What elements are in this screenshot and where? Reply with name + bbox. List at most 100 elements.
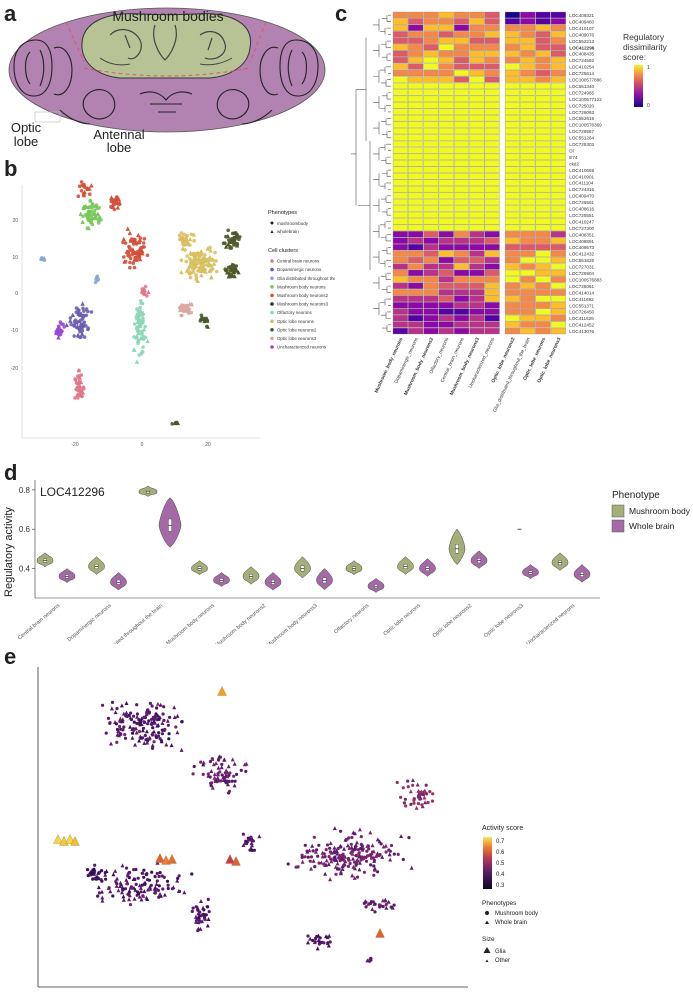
activity-point [155, 713, 160, 718]
activity-point [194, 905, 198, 909]
activity-point [399, 834, 404, 838]
activity-point [197, 918, 201, 922]
tsne-point [129, 248, 134, 252]
activity-point [92, 871, 97, 876]
heatmap-cell [535, 82, 551, 90]
tsne-point [188, 236, 193, 242]
tsne-point [232, 273, 237, 279]
activity-point [249, 841, 254, 845]
heatmap-cell [535, 295, 551, 302]
heatmap-cell [484, 173, 500, 180]
heatmap-cell [454, 237, 470, 244]
heatmap-cell [550, 160, 566, 167]
tsne-point [77, 384, 83, 389]
heatmap-cell [438, 224, 454, 231]
tsne-point [180, 303, 186, 308]
activity-point [319, 860, 324, 865]
heatmap-cell [550, 308, 566, 315]
heatmap-cell [438, 250, 454, 257]
activity-point [169, 743, 174, 748]
activity-point [135, 714, 140, 719]
heatmap-cell [438, 211, 454, 219]
heatmap-cell [408, 269, 424, 277]
size-legend-title: Size [482, 936, 495, 943]
heatmap-cell [408, 179, 424, 186]
heatmap-cell [520, 127, 536, 135]
activity-point [166, 886, 170, 891]
legend-cluster-label: Mushroom body neurons3 [277, 302, 329, 307]
panel-letter-e: e [4, 644, 17, 669]
tsne-point [192, 266, 197, 271]
activity-point [176, 889, 181, 893]
activity-point [369, 863, 373, 867]
heatmap-cell [550, 69, 566, 77]
heatmap-cell [408, 198, 424, 206]
activity-point [384, 905, 389, 910]
activity-point [424, 783, 428, 787]
heatmap-cell [520, 315, 536, 322]
heatmap-cell [520, 63, 536, 70]
activity-point [355, 875, 360, 879]
activity-point [198, 910, 202, 914]
heatmap-cell [423, 289, 439, 296]
activity-point [91, 877, 95, 881]
heatmap-cell [550, 134, 566, 141]
tsne-point [238, 235, 242, 239]
activity-point [359, 858, 363, 862]
heatmap-cell [484, 327, 500, 335]
heatmap-cell [454, 50, 470, 57]
activity-point [210, 785, 215, 790]
heatmap-cell [520, 69, 536, 77]
heatmap-cell [504, 308, 520, 315]
heatmap-cell [438, 218, 454, 225]
activity-point [196, 915, 201, 919]
heatmap-cell [550, 250, 566, 257]
x-category-label: Mushroom body neurons2 [214, 603, 267, 644]
legend-cluster-label: Mushroom body neurons [277, 284, 326, 289]
tsne-point [141, 245, 145, 249]
heatmap-cell [484, 289, 500, 296]
heatmap-cell [438, 263, 454, 270]
heatmap-cell [408, 82, 424, 90]
y-tick-label: 0.4 [19, 565, 31, 574]
activity-point [395, 780, 399, 785]
heatmap-cell [520, 198, 536, 206]
heatmap-cell [504, 289, 520, 296]
tsne-point [208, 248, 213, 253]
heatmap-cell [550, 56, 566, 64]
x-tick-label: 20 [205, 442, 211, 448]
heatmap-cell [469, 198, 485, 206]
tsne-point [77, 368, 81, 373]
tsne-point [76, 396, 80, 400]
gene-label: LOC725614 [569, 71, 594, 76]
activity-point [162, 892, 167, 897]
heatmap-cell [423, 31, 439, 38]
heatmap-cell [535, 121, 551, 128]
tsne-point [131, 242, 136, 246]
heatmap-cell [504, 192, 520, 199]
activity-point [141, 893, 146, 898]
activity-point [167, 732, 171, 736]
activity-point [145, 740, 150, 745]
activity-point [147, 719, 151, 723]
x-category-label: Optic lobe neurons2 [432, 603, 474, 639]
tsne-point [230, 266, 234, 271]
heatmap-cell [484, 166, 500, 173]
activity-point [409, 865, 414, 870]
activity-point [205, 905, 209, 909]
activity-point [373, 902, 377, 906]
gene-label: LOC727300 [569, 226, 594, 231]
activity-point [352, 875, 357, 880]
heatmap-cell [520, 82, 536, 90]
gene-label: LOC410901 [569, 174, 594, 179]
heatmap-cell [423, 69, 439, 77]
heatmap-cell [469, 315, 485, 322]
tsne-point [126, 253, 130, 258]
heatmap-cell [423, 108, 439, 115]
activity-point [383, 897, 388, 902]
heatmap-cell [408, 237, 424, 244]
heatmap-cell [392, 31, 408, 38]
activity-point [147, 878, 151, 882]
gene-label: LOC410669 [569, 168, 594, 173]
activity-point [370, 907, 375, 911]
